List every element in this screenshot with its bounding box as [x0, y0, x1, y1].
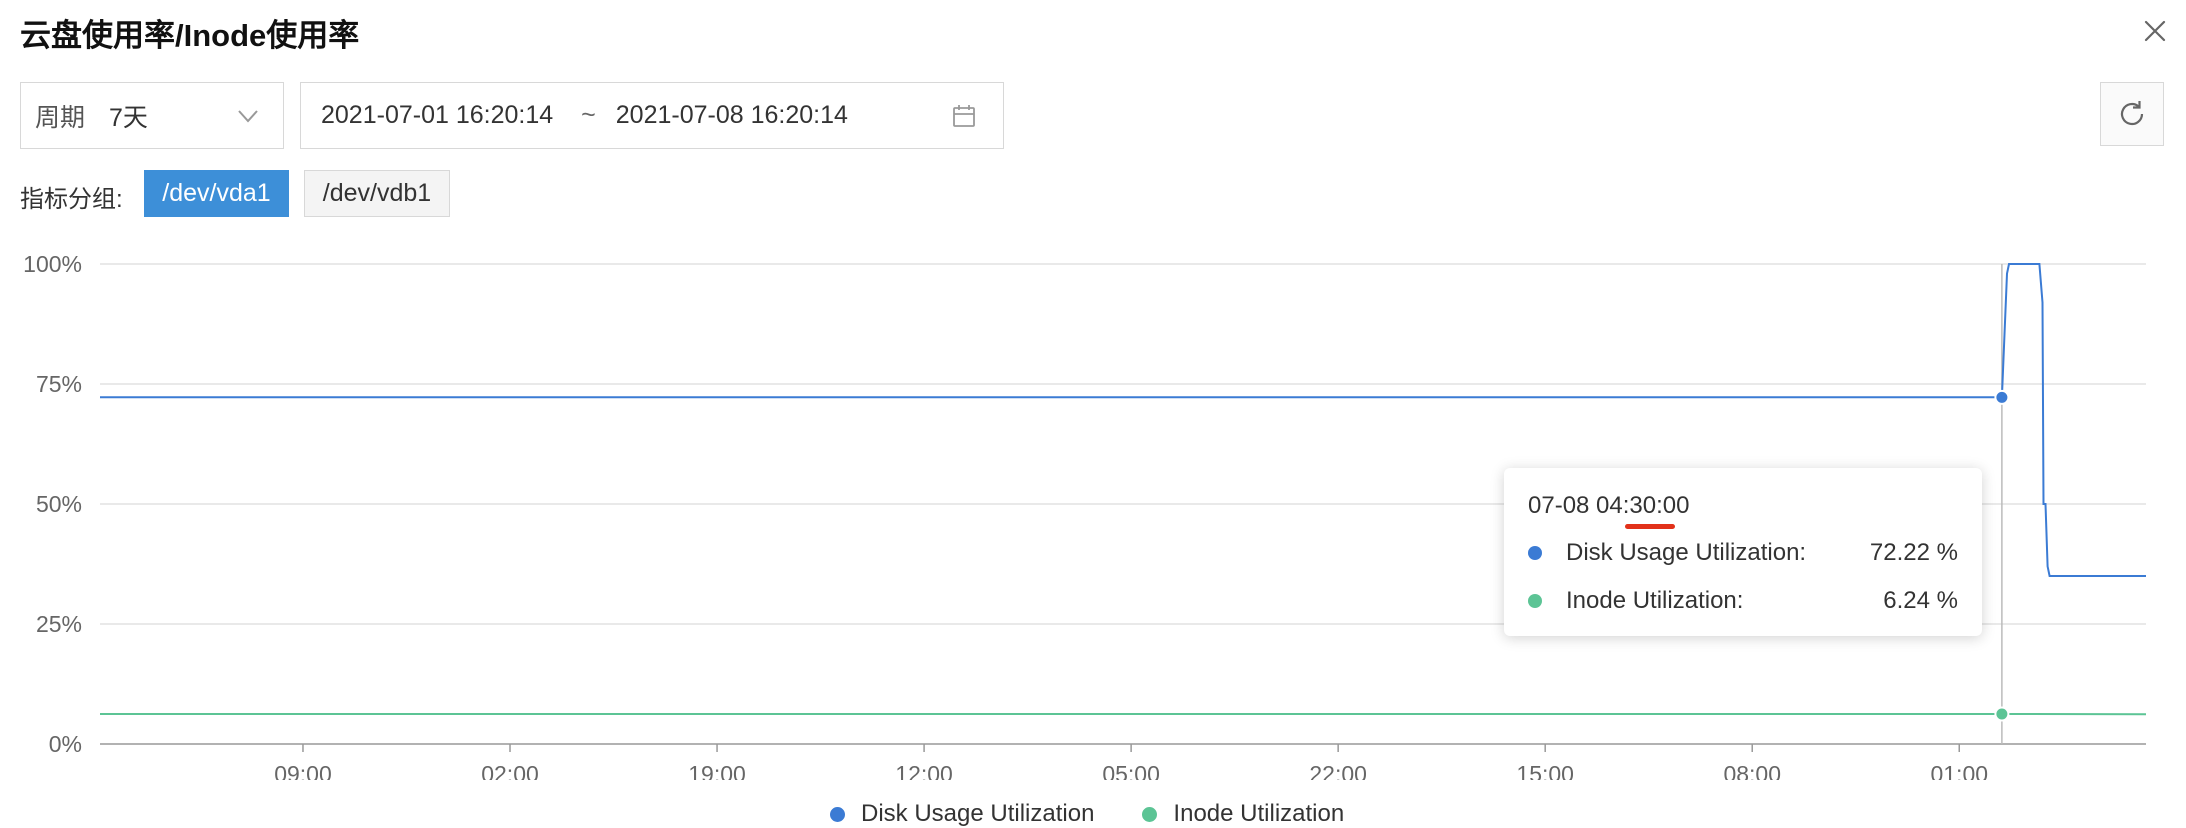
- x-tick-label: 05:00: [1102, 761, 1160, 780]
- x-tick-label: 08:00: [1723, 761, 1781, 780]
- legend-inode-label: Inode Utilization: [1173, 800, 1345, 827]
- chart-tooltip: 07-08 04:30:00 Disk Usage Utilization: 7…: [1504, 468, 1982, 636]
- legend-disk-dot: [830, 806, 845, 822]
- y-tick-label: 0%: [49, 731, 82, 757]
- x-tick-label: 22:00: [1309, 761, 1367, 780]
- chart-legend: Disk Usage Utilization Inode Utilization: [830, 800, 1392, 828]
- legend-disk-label: Disk Usage Utilization: [861, 800, 1095, 827]
- tooltip-disk-dot: [1528, 546, 1542, 560]
- x-tick-label: 09:00: [274, 761, 332, 780]
- legend-inode-dot: [1142, 806, 1158, 822]
- y-tick-label: 25%: [36, 611, 82, 637]
- x-tick-label: 01:00: [1930, 761, 1988, 780]
- group-button-vda1[interactable]: /dev/vda1: [144, 170, 289, 217]
- x-tick-label: 19:00: [688, 761, 746, 780]
- tooltip-time: 07-08 04:30:00: [1528, 492, 1690, 519]
- tooltip-inode-dot: [1528, 594, 1542, 608]
- refresh-icon: [2120, 101, 2144, 126]
- group-button-vdb1[interactable]: /dev/vdb1: [304, 170, 450, 217]
- close-button[interactable]: [2138, 14, 2172, 48]
- y-tick-label: 50%: [36, 491, 82, 517]
- tooltip-disk-value: 72.22 %: [1869, 539, 1958, 566]
- tooltip-inode-name: Inode Utilization:: [1566, 587, 1744, 614]
- x-tick-label: 02:00: [481, 761, 539, 780]
- disk-usage-line: [100, 263, 2146, 577]
- legend-item-inode[interactable]: Inode Utilization: [1142, 800, 1344, 828]
- tooltip-inode-value: 6.24 %: [1883, 587, 1958, 614]
- date-end: 2021-07-08 16:20:14: [615, 101, 848, 129]
- date-range-picker[interactable]: 2021-07-01 16:20:14 ~ 2021-07-08 16:20:1…: [300, 82, 1004, 149]
- y-tick-label: 100%: [23, 251, 82, 277]
- tooltip-highlight-underline: [1625, 524, 1675, 529]
- close-icon: [2144, 20, 2166, 42]
- usage-line-chart[interactable]: 0% 25% 50% 75% 100% 09:00 02:00 19:00 12:00 05:00…: [0, 240, 2186, 780]
- tooltip-disk-name: Disk Usage Utilization:: [1566, 539, 1807, 566]
- x-tick-label: 12:00: [895, 761, 953, 780]
- disk-hover-point: [1994, 389, 2010, 405]
- chevron-down-icon: [238, 110, 258, 123]
- refresh-button[interactable]: [2100, 82, 2164, 146]
- legend-item-disk[interactable]: Disk Usage Utilization: [830, 800, 1094, 828]
- date-start: 2021-07-01 16:20:14: [321, 101, 554, 129]
- period-label: 周期: [35, 103, 86, 132]
- dialog-title: 云盘使用率/Inode使用率: [20, 18, 360, 53]
- date-separator: ~: [581, 101, 596, 129]
- calendar-icon: [953, 105, 975, 127]
- x-tick-label: 15:00: [1516, 761, 1574, 780]
- y-tick-label: 75%: [36, 371, 82, 397]
- tooltip-row-disk: Disk Usage Utilization: 72.22 %: [1528, 538, 1958, 568]
- period-select[interactable]: 周期 7天: [20, 82, 284, 149]
- tooltip-row-inode: Inode Utilization: 6.24 %: [1528, 586, 1958, 616]
- metric-group-label: 指标分组:: [20, 186, 123, 213]
- period-value: 7天: [109, 103, 148, 132]
- inode-hover-point: [1994, 706, 2010, 722]
